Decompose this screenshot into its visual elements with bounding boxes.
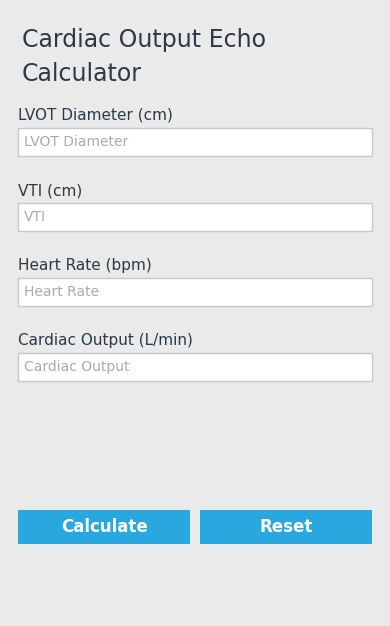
FancyBboxPatch shape bbox=[18, 353, 372, 381]
FancyBboxPatch shape bbox=[18, 510, 190, 544]
FancyBboxPatch shape bbox=[18, 278, 372, 306]
Text: VTI (cm): VTI (cm) bbox=[18, 183, 82, 198]
Text: Reset: Reset bbox=[259, 518, 313, 536]
FancyBboxPatch shape bbox=[18, 203, 372, 231]
FancyBboxPatch shape bbox=[18, 128, 372, 156]
Text: Cardiac Output Echo: Cardiac Output Echo bbox=[22, 28, 266, 52]
Text: Cardiac Output (L/min): Cardiac Output (L/min) bbox=[18, 333, 193, 348]
Text: Cardiac Output: Cardiac Output bbox=[24, 360, 129, 374]
Text: Calculate: Calculate bbox=[60, 518, 147, 536]
Text: Heart Rate: Heart Rate bbox=[24, 285, 99, 299]
Text: LVOT Diameter: LVOT Diameter bbox=[24, 135, 128, 149]
Text: LVOT Diameter (cm): LVOT Diameter (cm) bbox=[18, 108, 173, 123]
FancyBboxPatch shape bbox=[200, 510, 372, 544]
Text: VTI: VTI bbox=[24, 210, 46, 224]
Text: Heart Rate (bpm): Heart Rate (bpm) bbox=[18, 258, 152, 273]
FancyBboxPatch shape bbox=[8, 8, 382, 618]
Text: Calculator: Calculator bbox=[22, 62, 142, 86]
